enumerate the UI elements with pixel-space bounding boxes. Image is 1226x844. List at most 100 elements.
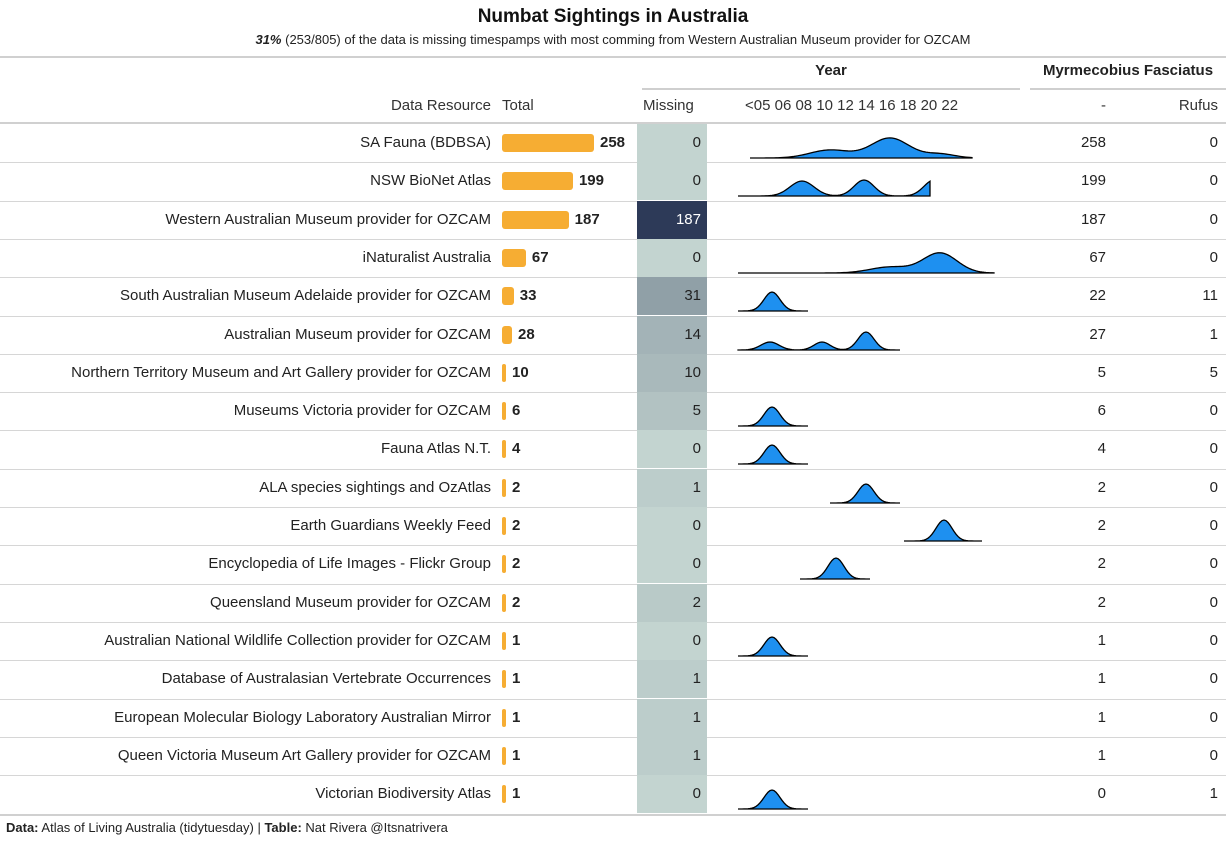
group-rule-species bbox=[1030, 88, 1226, 90]
density-area bbox=[737, 789, 808, 810]
total-bar bbox=[502, 287, 514, 305]
total-bar bbox=[502, 440, 506, 458]
chart-title: Numbat Sightings in Australia bbox=[477, 6, 749, 27]
species-rufus-count: 0 bbox=[1209, 402, 1218, 419]
row-divider bbox=[0, 430, 1226, 431]
total-value: 1 bbox=[512, 785, 521, 802]
table-row: European Molecular Biology Laboratory Au… bbox=[0, 699, 1226, 737]
row-data-resource: Australian Museum provider for OZCAM bbox=[224, 326, 491, 343]
species-dash-count: 0 bbox=[1097, 785, 1106, 802]
column-header-total: Total bbox=[502, 97, 534, 114]
row-divider bbox=[0, 201, 1226, 202]
species-dash-count: 2 bbox=[1097, 517, 1106, 534]
species-rufus-count: 0 bbox=[1209, 249, 1218, 266]
total-value: 2 bbox=[512, 517, 521, 534]
row-divider bbox=[0, 507, 1226, 508]
row-data-resource: Earth Guardians Weekly Feed bbox=[290, 517, 491, 534]
missing-value: 31 bbox=[637, 277, 707, 315]
missing-value: 0 bbox=[637, 507, 707, 545]
table-row: Earth Guardians Weekly Feed 2 0 2 0 bbox=[0, 507, 1226, 545]
column-header-year-ticks: <05 06 08 10 12 14 16 18 20 22 bbox=[745, 97, 959, 114]
species-rufus-count: 11 bbox=[1202, 287, 1218, 304]
density-area bbox=[737, 331, 901, 351]
species-dash-count: 1 bbox=[1097, 747, 1106, 764]
table-row: SA Fauna (BDBSA) 258 0 258 0 bbox=[0, 124, 1226, 162]
row-divider bbox=[0, 354, 1226, 355]
species-dash-count: 187 bbox=[1080, 211, 1106, 228]
density-area bbox=[737, 406, 808, 427]
missing-value: 5 bbox=[637, 392, 707, 430]
missing-value: 0 bbox=[637, 622, 707, 660]
row-data-resource: SA Fauna (BDBSA) bbox=[360, 134, 491, 151]
species-dash-count: 5 bbox=[1097, 364, 1106, 381]
total-value: 1 bbox=[512, 747, 521, 764]
species-dash-count: 27 bbox=[1089, 326, 1106, 343]
year-density-curve bbox=[737, 789, 808, 810]
species-dash-count: 2 bbox=[1097, 594, 1106, 611]
table-row: NSW BioNet Atlas 199 0 199 0 bbox=[0, 162, 1226, 200]
total-value: 10 bbox=[512, 364, 529, 381]
total-bar bbox=[502, 670, 506, 688]
species-dash-count: 2 bbox=[1097, 479, 1106, 496]
table-row: Fauna Atlas N.T. 4 0 4 0 bbox=[0, 430, 1226, 468]
density-area bbox=[737, 291, 808, 312]
row-divider bbox=[0, 316, 1226, 317]
row-data-resource: NSW BioNet Atlas bbox=[370, 172, 491, 189]
species-rufus-count: 1 bbox=[1209, 326, 1218, 343]
group-header-year: Year bbox=[815, 62, 847, 79]
total-bar bbox=[502, 594, 506, 612]
species-rufus-count: 0 bbox=[1209, 479, 1218, 496]
missing-value: 0 bbox=[637, 430, 707, 468]
column-header-data-resource: Data Resource bbox=[390, 97, 491, 114]
row-data-resource: Australian National Wildlife Collection … bbox=[104, 632, 491, 649]
species-rufus-count: 0 bbox=[1209, 555, 1218, 572]
header-rule bbox=[0, 122, 1226, 124]
footer-data-value: Atlas of Living Australia (tidytuesday) … bbox=[38, 820, 265, 835]
table-row: Database of Australasian Vertebrate Occu… bbox=[0, 660, 1226, 698]
total-value: 28 bbox=[517, 326, 535, 343]
year-density-curve bbox=[737, 291, 808, 312]
column-header-dash: - bbox=[1101, 97, 1106, 114]
row-data-resource: Northern Territory Museum and Art Galler… bbox=[71, 364, 491, 381]
row-data-resource: European Molecular Biology Laboratory Au… bbox=[114, 709, 491, 726]
row-divider bbox=[0, 239, 1226, 240]
total-value: 67 bbox=[531, 249, 549, 266]
table-row: Australian Museum provider for OZCAM 28 14… bbox=[0, 316, 1226, 354]
total-bar bbox=[502, 402, 506, 420]
density-area bbox=[830, 483, 901, 504]
row-data-resource: iNaturalist Australia bbox=[362, 249, 491, 266]
year-density-curve bbox=[738, 179, 931, 197]
species-dash-count: 4 bbox=[1097, 440, 1106, 457]
footer-caption: Data: Atlas of Living Australia (tidytue… bbox=[6, 820, 448, 835]
species-dash-count: 1 bbox=[1097, 709, 1106, 726]
year-density-curve bbox=[800, 557, 871, 580]
total-value: 199 bbox=[578, 172, 604, 189]
total-value: 1 bbox=[512, 632, 521, 649]
species-dash-count: 67 bbox=[1089, 249, 1106, 266]
species-dash-count: 6 bbox=[1097, 402, 1106, 419]
row-data-resource: Fauna Atlas N.T. bbox=[380, 440, 491, 457]
density-area bbox=[904, 519, 982, 542]
year-density-curve bbox=[737, 331, 901, 351]
table-row: Western Australian Museum provider for O… bbox=[0, 201, 1226, 239]
species-rufus-count: 0 bbox=[1209, 747, 1218, 764]
row-divider bbox=[0, 162, 1226, 163]
footer-data-label: Data: bbox=[6, 820, 39, 835]
row-data-resource: Database of Australasian Vertebrate Occu… bbox=[161, 670, 491, 687]
species-rufus-count: 0 bbox=[1209, 440, 1218, 457]
missing-value: 0 bbox=[637, 545, 707, 583]
total-bar bbox=[502, 326, 512, 344]
total-bar bbox=[502, 364, 506, 382]
species-rufus-count: 0 bbox=[1209, 172, 1218, 189]
missing-value: 1 bbox=[637, 469, 707, 507]
row-data-resource: Western Australian Museum provider for O… bbox=[165, 211, 491, 228]
total-value: 187 bbox=[574, 211, 600, 228]
missing-value: 10 bbox=[637, 354, 707, 392]
total-bar bbox=[502, 479, 506, 497]
density-area bbox=[737, 636, 808, 657]
total-bar bbox=[502, 632, 506, 650]
species-rufus-count: 0 bbox=[1209, 709, 1218, 726]
table-row: Queen Victoria Museum Art Gallery provid… bbox=[0, 737, 1226, 775]
species-rufus-count: 1 bbox=[1209, 785, 1218, 802]
total-bar bbox=[502, 709, 506, 727]
